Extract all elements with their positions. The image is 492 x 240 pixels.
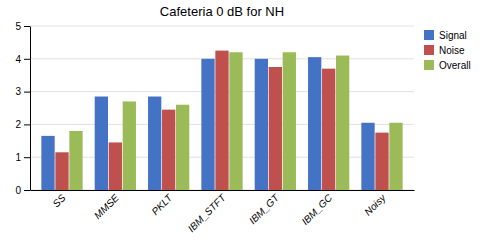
- legend-label: Signal: [439, 30, 467, 41]
- x-tick: MMSE: [92, 192, 121, 221]
- y-tick: 5: [15, 21, 30, 32]
- bar-series: [41, 57, 374, 190]
- y-tick: 1: [15, 152, 30, 163]
- grid: [30, 26, 414, 190]
- y-tick-mark: [24, 59, 30, 60]
- x-tick: Noisy: [362, 191, 388, 217]
- x-tick-label: PKLT: [149, 192, 175, 218]
- x-axis-line: [31, 190, 415, 191]
- bar: [283, 52, 296, 190]
- y-tick-label: 3: [15, 86, 21, 97]
- bar-series: [69, 52, 402, 190]
- bar: [162, 110, 175, 190]
- x-tick-label: SS: [50, 192, 67, 209]
- y-axis: 0 1 2 3 4 5: [15, 21, 30, 196]
- y-tick-mark: [24, 190, 30, 191]
- bar: [148, 97, 161, 190]
- x-tick-label: MMSE: [92, 192, 121, 221]
- legend-label: Overall: [439, 60, 471, 71]
- bar: [95, 97, 108, 190]
- plot-area: 0 1 2 3 4 5 SS MMSE PKLT IBM_STFT IBM_GT IBM_GC Nois…: [15, 21, 414, 234]
- bar: [201, 59, 214, 190]
- grid-line: [30, 26, 414, 27]
- y-tick-label: 2: [15, 119, 21, 130]
- x-tick: PKLT: [149, 192, 175, 218]
- legend-swatch: [424, 30, 434, 40]
- bar: [69, 131, 82, 190]
- chart: 0 1 2 3 4 5 SS MMSE PKLT IBM_STFT IBM_GT IBM_GC Nois…: [0, 0, 492, 240]
- y-tick-mark: [24, 124, 30, 125]
- bar: [215, 51, 228, 190]
- x-tick: IBM_GC: [299, 192, 334, 227]
- title: Cafeteria 0 dB for NH: [160, 4, 284, 19]
- bar: [229, 52, 242, 190]
- bar: [41, 136, 54, 190]
- x-tick: IBM_STFT: [186, 191, 229, 234]
- legend-swatch: [424, 45, 434, 55]
- legend-item: Noise: [424, 45, 465, 56]
- bar: [308, 57, 321, 190]
- legend-item: Overall: [424, 60, 471, 71]
- bar: [375, 133, 388, 190]
- legend-swatch: [424, 60, 434, 70]
- y-tick: 0: [15, 185, 30, 196]
- x-tick-label: Noisy: [362, 191, 388, 217]
- y-tick-label: 4: [15, 54, 21, 65]
- legend-label: Noise: [439, 45, 465, 56]
- y-tick: 4: [15, 54, 30, 65]
- bar: [123, 101, 136, 190]
- y-tick-mark: [24, 157, 30, 158]
- bar: [176, 105, 189, 190]
- bar: [336, 56, 349, 190]
- y-tick-label: 1: [15, 152, 21, 163]
- y-tick: 2: [15, 119, 30, 130]
- y-tick: 3: [15, 86, 30, 97]
- bar: [389, 123, 402, 190]
- bars: [41, 51, 402, 190]
- bar: [269, 67, 282, 190]
- y-tick-mark: [24, 92, 30, 93]
- y-tick-mark: [24, 26, 30, 27]
- bar: [55, 152, 68, 190]
- x-axis: SS MMSE PKLT IBM_STFT IBM_GT IBM_GC Noisy: [31, 191, 415, 235]
- x-tick: SS: [50, 192, 67, 209]
- y-tick-label: 5: [15, 21, 21, 32]
- bar: [361, 123, 374, 190]
- y-tick-label: 0: [15, 185, 21, 196]
- bar: [109, 142, 122, 190]
- x-tick-label: IBM_STFT: [186, 191, 229, 234]
- legend-item: Signal: [424, 30, 467, 41]
- bar: [322, 69, 335, 190]
- x-tick-label: IBM_GC: [299, 192, 334, 227]
- y-axis-line: [30, 27, 31, 191]
- bar-series: [55, 51, 388, 190]
- x-tick-label: IBM_GT: [247, 191, 282, 226]
- legend: Signal Noise Overall: [424, 30, 471, 71]
- bar: [255, 59, 268, 190]
- x-tick: IBM_GT: [247, 191, 282, 226]
